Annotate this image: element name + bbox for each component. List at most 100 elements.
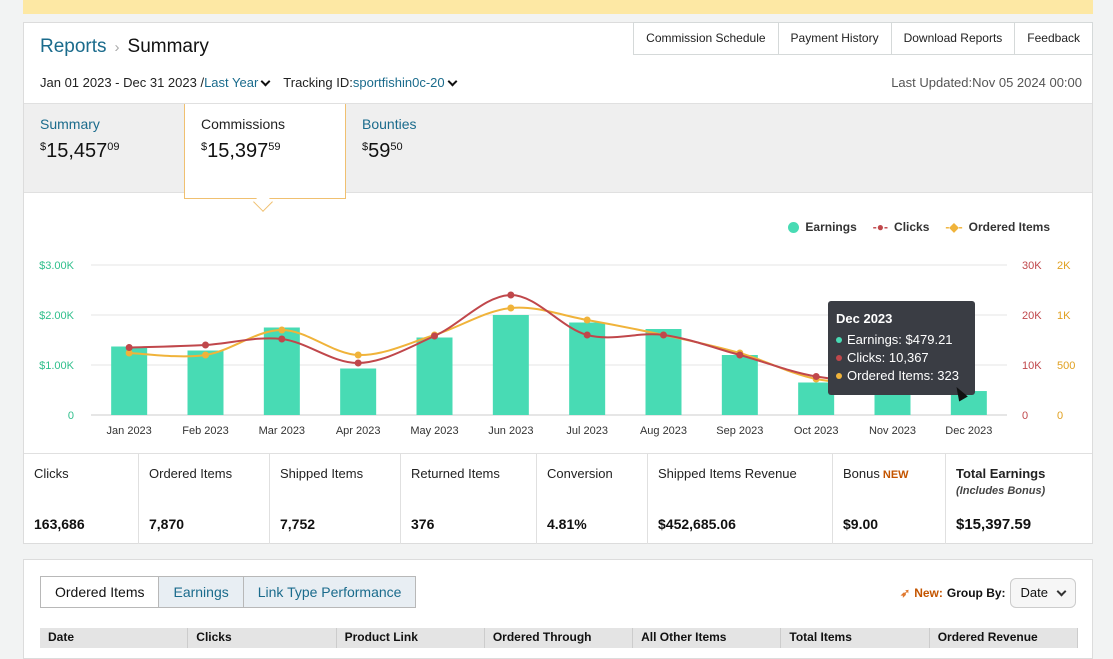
stat-value: 376: [411, 516, 435, 532]
tab-link-type-performance[interactable]: Link Type Performance: [243, 576, 417, 608]
stat-ordered-items: Ordered Items 7,870: [139, 454, 270, 544]
stat-value: 4.81%: [547, 516, 587, 532]
date-preset-dropdown[interactable]: Last Year: [204, 75, 259, 90]
column-header[interactable]: Product Link: [337, 628, 485, 648]
breadcrumb-reports-link[interactable]: Reports: [40, 36, 107, 57]
stat-value: 163,686: [34, 516, 85, 532]
ordered-items-point: [583, 316, 591, 324]
page-title: Summary: [127, 36, 209, 57]
date-range-text: Jan 01 2023 - Dec 31 2023 /: [40, 75, 205, 90]
stat-label: Bonus NEW: [843, 466, 909, 481]
y-left-tick-label: $1.00K: [39, 360, 75, 372]
chevron-down-icon[interactable]: [260, 76, 271, 86]
y-left-tick-label: 0: [68, 410, 74, 422]
stat-label: Conversion: [547, 466, 613, 481]
chart-tooltip: Dec 2023 Earnings: $479.21 Clicks: 10,36…: [828, 301, 975, 395]
tab-commissions-title: Commissions: [201, 116, 286, 132]
tracking-label: Tracking ID:: [283, 75, 353, 90]
tab-bounties-value: $5950: [362, 140, 403, 162]
tooltip-row-clicks: Clicks: 10,367: [836, 350, 967, 365]
column-header[interactable]: Date: [40, 628, 189, 648]
stat-value: 7,752: [280, 516, 316, 532]
tab-commissions[interactable]: Commissions $15,39759: [184, 104, 346, 199]
earnings-bar: [492, 315, 529, 415]
commission-schedule-button[interactable]: Commission Schedule: [633, 22, 779, 55]
stat-value: 7,870: [149, 516, 185, 532]
x-tick-label: Sep 2023: [716, 425, 763, 437]
tab-commissions-value: $15,39759: [201, 140, 281, 162]
y-right-clicks-tick-label: 30K: [1022, 260, 1042, 272]
column-header[interactable]: Clicks: [188, 628, 337, 648]
column-header[interactable]: Ordered Through: [485, 628, 634, 648]
column-header[interactable]: All Other Items: [633, 628, 782, 648]
earnings-dot-icon: [788, 221, 800, 233]
stat-returned-items: Returned Items 376: [401, 454, 537, 544]
clicks-point: [583, 331, 591, 339]
report-summary-card: Reports › Summary Commission Schedule Pa…: [23, 22, 1093, 544]
y-right-clicks-tick-label: 10K: [1022, 360, 1042, 372]
earnings-bar: [950, 391, 987, 415]
stat-label: Total Earnings: [956, 466, 1046, 481]
column-header[interactable]: Total Items: [781, 628, 930, 648]
stat-label: Returned Items: [411, 466, 500, 481]
x-tick-label: Aug 2023: [640, 425, 687, 437]
x-tick-label: Oct 2023: [794, 425, 839, 437]
new-badge: NEW: [882, 469, 909, 481]
x-tick-label: Feb 2023: [182, 425, 228, 437]
earnings-bar: [187, 350, 224, 415]
download-reports-button[interactable]: Download Reports: [891, 22, 1016, 55]
y-right-ordered-tick-label: 0: [1057, 410, 1063, 422]
earnings-bar: [416, 337, 453, 415]
stat-clicks: Clicks 163,686: [24, 454, 139, 544]
clicks-point: [660, 331, 667, 339]
tab-ordered-items[interactable]: Ordered Items: [40, 576, 160, 608]
chevron-down-icon: [1056, 586, 1067, 597]
ordered-items-point: [354, 351, 362, 359]
x-tick-label: Nov 2023: [869, 425, 916, 437]
tooltip-title: Dec 2023: [836, 311, 893, 326]
x-tick-label: Jul 2023: [566, 425, 608, 437]
payment-history-button[interactable]: Payment History: [778, 22, 892, 55]
stat-bonus: Bonus NEW $9.00: [833, 454, 946, 544]
report-table-card: Ordered Items Earnings Link Type Perform…: [23, 559, 1093, 659]
chevron-down-icon[interactable]: [447, 76, 458, 86]
feedback-button[interactable]: Feedback: [1015, 22, 1093, 55]
notification-banner: [23, 0, 1093, 14]
tab-bounties-title: Bounties: [362, 116, 417, 132]
filter-row: Jan 01 2023 - Dec 31 2023 / Last Year Tr…: [40, 75, 464, 90]
y-right-clicks-tick-label: 20K: [1022, 310, 1042, 322]
tab-summary[interactable]: Summary $15,45709: [24, 104, 184, 194]
stats-row: Clicks 163,686 Ordered Items 7,870 Shipp…: [24, 453, 1092, 544]
clicks-line-icon: -●-: [872, 220, 889, 234]
rocket-icon: ➶: [900, 586, 911, 600]
stat-label: Shipped Items: [280, 466, 364, 481]
breadcrumb-separator: ›: [114, 38, 120, 56]
tracking-id-dropdown[interactable]: sportfishin0c-20: [352, 75, 445, 90]
report-tabs: Ordered Items Earnings Link Type Perform…: [40, 576, 417, 608]
earnings-bar: [111, 346, 148, 415]
tab-bounties[interactable]: Bounties $5950: [346, 104, 506, 194]
clicks-point: [125, 344, 133, 351]
stat-value: $9.00: [843, 516, 879, 532]
chart-legend: Earnings -●- Clicks -◆- Ordered Items: [788, 220, 1050, 234]
breadcrumb: Reports › Summary: [40, 36, 209, 58]
x-tick-label: Mar 2023: [259, 425, 305, 437]
table-header: Date Clicks Product Link Ordered Through…: [40, 628, 1078, 648]
legend-earnings[interactable]: Earnings: [788, 220, 857, 234]
last-updated-text: Last Updated:Nov 05 2024 00:00: [891, 75, 1082, 90]
clicks-point: [202, 341, 209, 349]
earnings-bar: [340, 368, 377, 415]
tab-summary-title: Summary: [40, 116, 100, 132]
stat-sublabel: (Includes Bonus): [956, 485, 1046, 497]
clicks-point: [507, 291, 515, 299]
stat-value: $452,685.06: [658, 516, 736, 532]
stat-conversion: Conversion 4.81%: [537, 454, 648, 544]
group-by-select[interactable]: Date: [1009, 578, 1076, 608]
ordered-items-point: [125, 349, 133, 357]
legend-ordered-items[interactable]: -◆- Ordered Items: [945, 220, 1050, 234]
legend-clicks[interactable]: -●- Clicks: [872, 220, 930, 234]
column-header[interactable]: Ordered Revenue: [930, 628, 1078, 648]
stat-label: Shipped Items Revenue: [658, 466, 797, 481]
ordered-items-point: [507, 304, 515, 312]
tab-earnings[interactable]: Earnings: [159, 576, 244, 608]
